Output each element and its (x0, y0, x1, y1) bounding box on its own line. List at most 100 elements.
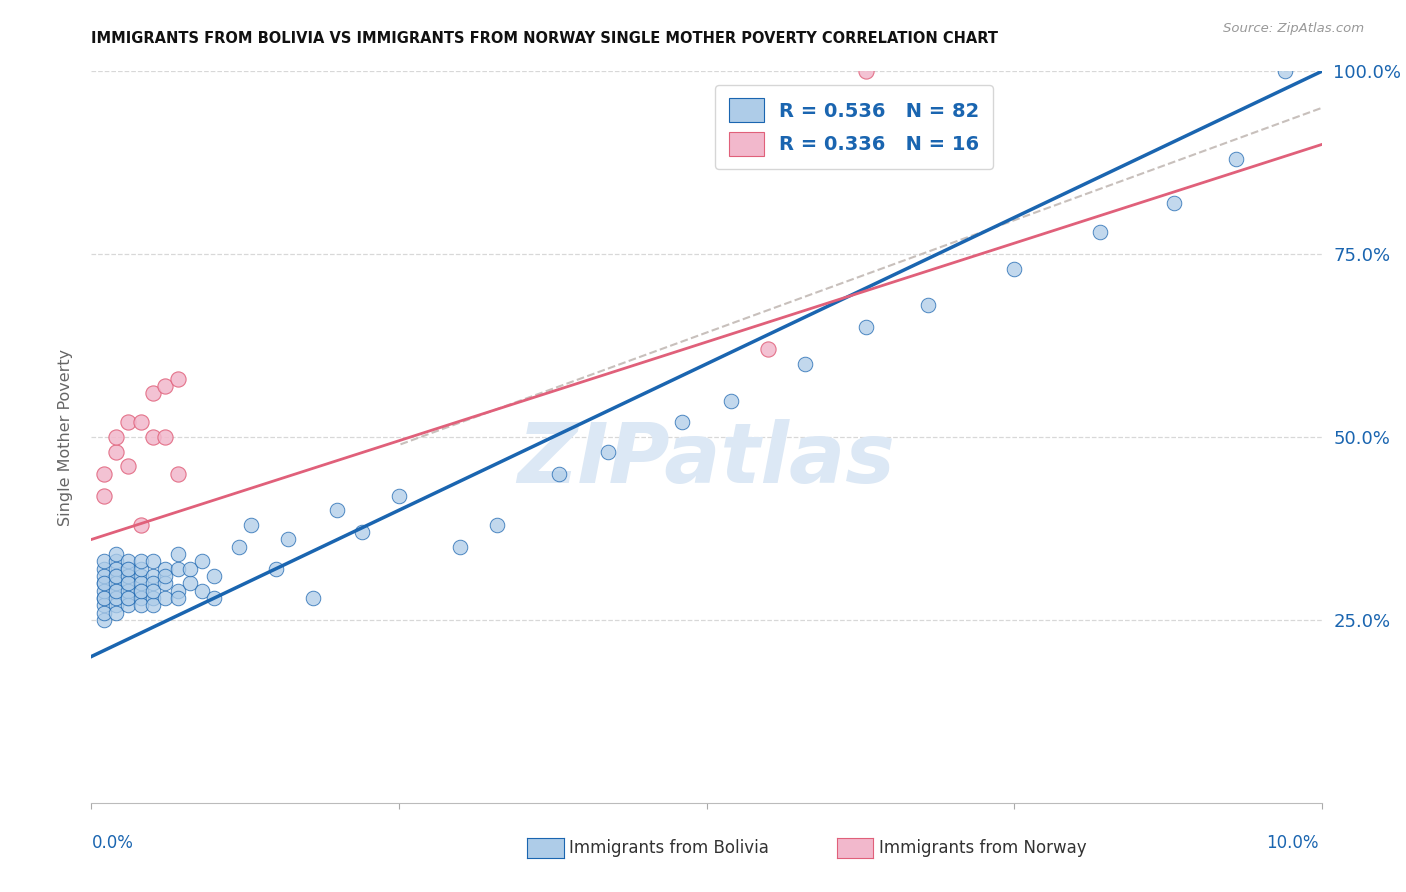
Point (793, 357, 815, 371)
Point (153, 576, 177, 591)
Point (153, 591, 177, 605)
Point (486, 517, 509, 532)
Point (129, 554, 152, 568)
Point (179, 562, 201, 576)
Point (117, 583, 139, 598)
Point (1274, 64, 1296, 78)
Point (142, 569, 165, 583)
Point (93, 599, 115, 613)
Point (93, 591, 115, 605)
Point (117, 576, 139, 591)
Text: ZIPatlas: ZIPatlas (517, 418, 896, 500)
Point (855, 320, 877, 334)
Point (1002, 261, 1025, 276)
Point (202, 569, 225, 583)
Point (153, 379, 177, 393)
Point (1225, 152, 1247, 166)
Point (142, 576, 165, 591)
Point (547, 467, 569, 481)
Point (117, 591, 139, 605)
Point (105, 569, 127, 583)
Point (191, 583, 214, 598)
Point (93, 606, 115, 620)
Point (117, 554, 139, 568)
Point (93, 591, 115, 605)
Point (93, 489, 115, 503)
Text: Source: ZipAtlas.com: Source: ZipAtlas.com (1223, 22, 1364, 36)
Text: Immigrants from Norway: Immigrants from Norway (879, 839, 1087, 857)
Point (129, 562, 152, 576)
Point (277, 533, 299, 547)
Point (179, 576, 201, 591)
Point (720, 393, 742, 408)
Point (166, 371, 188, 385)
Point (129, 569, 152, 583)
Point (117, 562, 139, 576)
Point (93, 613, 115, 627)
Point (1088, 225, 1111, 239)
Legend: R = 0.536   N = 82, R = 0.336   N = 16: R = 0.536 N = 82, R = 0.336 N = 16 (716, 85, 993, 169)
Point (153, 569, 177, 583)
Point (129, 517, 152, 532)
Point (917, 298, 939, 312)
Point (202, 591, 225, 605)
Point (117, 591, 139, 605)
Point (93, 554, 115, 568)
Point (105, 606, 127, 620)
Point (142, 386, 165, 401)
Point (142, 599, 165, 613)
Point (117, 569, 139, 583)
Point (756, 343, 779, 357)
Point (142, 554, 165, 568)
Point (105, 444, 127, 458)
Text: IMMIGRANTS FROM BOLIVIA VS IMMIGRANTS FROM NORWAY SINGLE MOTHER POVERTY CORRELAT: IMMIGRANTS FROM BOLIVIA VS IMMIGRANTS FR… (91, 31, 998, 46)
Point (191, 554, 214, 568)
Point (117, 416, 139, 430)
Point (117, 576, 139, 591)
Text: 0.0%: 0.0% (91, 834, 134, 852)
Point (129, 599, 152, 613)
Point (117, 599, 139, 613)
Point (153, 430, 177, 444)
Point (129, 583, 152, 598)
Point (240, 517, 263, 532)
Point (105, 591, 127, 605)
Point (142, 583, 165, 598)
Point (93, 583, 115, 598)
Point (166, 591, 188, 605)
Point (105, 554, 127, 568)
Point (166, 467, 188, 481)
Text: Immigrants from Bolivia: Immigrants from Bolivia (569, 839, 769, 857)
Point (326, 503, 349, 517)
Point (129, 591, 152, 605)
Point (105, 547, 127, 561)
Point (596, 444, 619, 458)
Point (855, 64, 877, 78)
Point (142, 591, 165, 605)
Point (105, 583, 127, 598)
Text: 10.0%: 10.0% (1267, 834, 1319, 852)
Point (105, 430, 127, 444)
Point (166, 547, 188, 561)
Point (1163, 196, 1185, 211)
Point (105, 569, 127, 583)
Point (142, 430, 165, 444)
Point (105, 583, 127, 598)
Point (129, 416, 152, 430)
Point (264, 562, 287, 576)
Point (105, 599, 127, 613)
Point (93, 569, 115, 583)
Point (449, 540, 471, 554)
Point (350, 525, 373, 540)
Point (388, 489, 411, 503)
Point (93, 576, 115, 591)
Point (228, 540, 250, 554)
Point (93, 467, 115, 481)
Point (105, 576, 127, 591)
Point (129, 583, 152, 598)
Point (117, 459, 139, 474)
Point (166, 562, 188, 576)
Point (129, 576, 152, 591)
Point (301, 591, 323, 605)
Y-axis label: Single Mother Poverty: Single Mother Poverty (58, 349, 73, 525)
